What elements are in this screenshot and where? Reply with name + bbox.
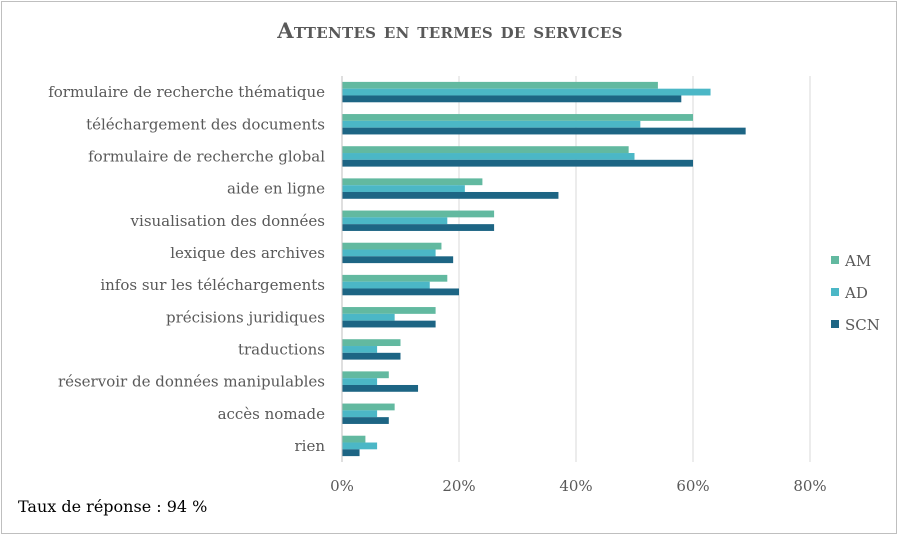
- legend-swatch-ad: [831, 288, 839, 296]
- chart-title: Attentes en termes de services: [277, 18, 623, 43]
- category-label: visualisation des données: [130, 212, 325, 230]
- bar-am: [342, 435, 366, 443]
- bar-ad: [342, 346, 378, 353]
- bar-am: [342, 242, 442, 250]
- bar-scn: [342, 352, 401, 360]
- x-tick-label: 0%: [330, 477, 354, 495]
- bar-am: [342, 114, 693, 121]
- bar-am: [342, 339, 401, 347]
- bar-am: [342, 403, 395, 411]
- category-label: réservoir de données manipulables: [58, 373, 325, 391]
- bar-ad: [342, 410, 378, 418]
- bar-scn: [342, 95, 682, 103]
- category-label: aide en ligne: [227, 180, 325, 198]
- bar-am: [342, 210, 495, 218]
- bar-scn: [342, 191, 559, 199]
- x-tick-label: 80%: [793, 477, 826, 495]
- legend-label-am: AM: [844, 252, 871, 270]
- category-label: lexique des archives: [170, 244, 325, 262]
- bar-scn: [342, 224, 495, 231]
- bar-ad: [342, 153, 635, 160]
- category-label: rien: [294, 437, 325, 455]
- x-tick-label: 20%: [442, 477, 475, 495]
- category-label: formulaire de recherche thématique: [48, 83, 325, 101]
- bar-scn: [342, 384, 419, 392]
- legend-swatch-scn: [831, 320, 839, 328]
- legend-label-ad: AD: [844, 284, 868, 302]
- bar-scn: [342, 417, 389, 424]
- response-rate-note: Taux de réponse : 94 %: [18, 497, 208, 516]
- legend-swatch-am: [831, 256, 839, 264]
- bar-scn: [342, 288, 459, 296]
- bar-ad: [342, 378, 378, 385]
- bar-am: [342, 274, 448, 282]
- bar-scn: [342, 159, 693, 167]
- bar-am: [342, 146, 629, 154]
- bar-ad: [342, 88, 711, 96]
- bar-am: [342, 81, 658, 89]
- category-label: téléchargement des documents: [86, 115, 325, 133]
- bar-scn: [342, 449, 360, 457]
- bar-scn: [342, 127, 746, 135]
- x-tick-label: 40%: [559, 477, 592, 495]
- bar-ad: [342, 120, 641, 128]
- x-tick-label: 60%: [676, 477, 709, 495]
- bar-am: [342, 371, 389, 379]
- legend-label-scn: SCN: [845, 316, 880, 334]
- category-label: traductions: [238, 340, 325, 358]
- bar-am: [342, 178, 483, 186]
- category-label: accès nomade: [218, 405, 326, 423]
- bar-scn: [342, 256, 454, 264]
- bar-scn: [342, 320, 436, 328]
- bar-am: [342, 307, 436, 314]
- category-label: formulaire de recherche global: [88, 147, 325, 165]
- bar-ad: [342, 281, 430, 289]
- category-label: infos sur les téléchargements: [100, 276, 325, 294]
- bar-ad: [342, 217, 448, 225]
- bar-ad: [342, 442, 378, 450]
- bar-ad: [342, 185, 465, 192]
- category-label: précisions juridiques: [166, 308, 325, 326]
- bar-ad: [342, 249, 436, 257]
- bar-ad: [342, 313, 395, 321]
